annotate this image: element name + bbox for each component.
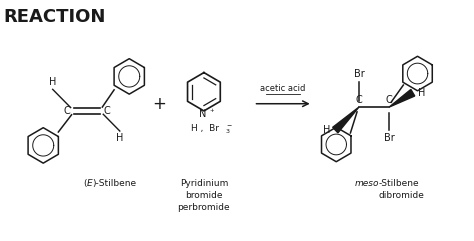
Text: H: H <box>116 134 124 143</box>
Text: H: H <box>323 125 330 135</box>
Text: H: H <box>49 77 56 87</box>
Text: (: ( <box>83 179 87 188</box>
Text: acetic acid: acetic acid <box>260 84 306 93</box>
Polygon shape <box>333 107 359 133</box>
Text: H ,  Br: H , Br <box>191 124 219 133</box>
Text: C: C <box>386 95 392 105</box>
Text: +: + <box>152 95 166 113</box>
Text: -Stilbene
dibromide: -Stilbene dibromide <box>379 179 425 200</box>
Text: REACTION: REACTION <box>3 8 105 26</box>
Polygon shape <box>389 89 415 107</box>
Text: N: N <box>199 109 207 119</box>
Text: meso: meso <box>354 179 379 188</box>
Text: C: C <box>103 106 110 116</box>
Text: $_3^-$: $_3^-$ <box>225 124 233 136</box>
Text: $^+$: $^+$ <box>208 107 215 116</box>
Text: C: C <box>356 95 362 105</box>
Text: H: H <box>418 88 425 98</box>
Text: E: E <box>87 179 92 188</box>
Text: Br: Br <box>354 69 365 79</box>
Text: Pyridinium
bromide
perbromide: Pyridinium bromide perbromide <box>178 179 230 212</box>
Text: C: C <box>64 106 71 116</box>
Text: Br: Br <box>384 133 394 143</box>
Text: )-Stilbene: )-Stilbene <box>92 179 136 188</box>
